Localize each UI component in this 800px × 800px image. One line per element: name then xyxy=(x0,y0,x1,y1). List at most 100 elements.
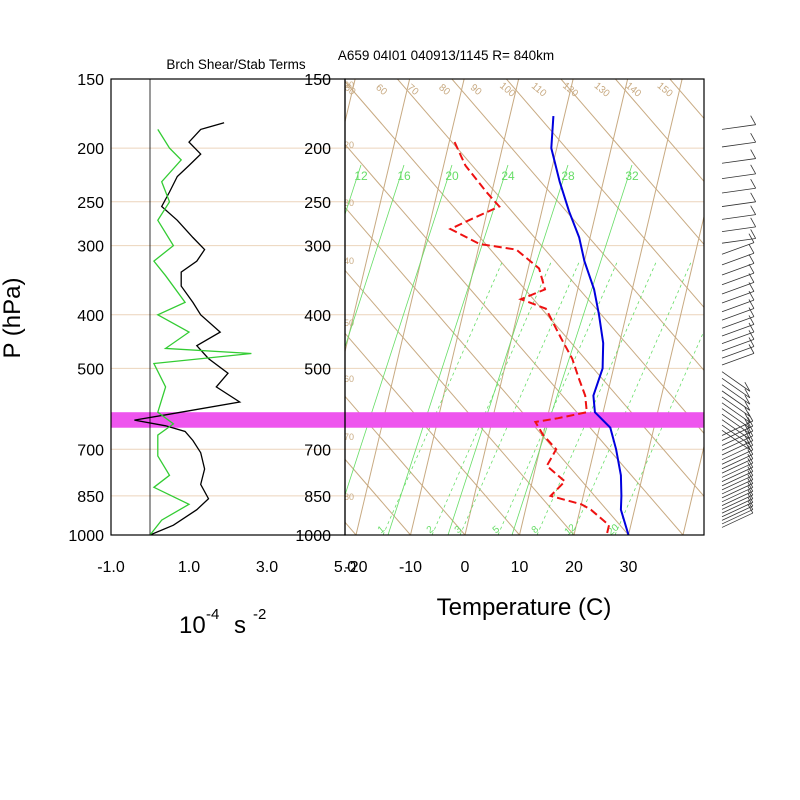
wind-barb-flag xyxy=(750,192,757,203)
isotherm-label: 130 xyxy=(592,81,612,100)
mixing-ratio-line xyxy=(345,164,405,349)
right-pressure-gridlines xyxy=(345,78,704,536)
wind-barb-flag xyxy=(744,440,751,451)
mixing-ratio-top-label: 16 xyxy=(397,169,411,183)
wind-barb-flag xyxy=(750,164,757,175)
moist-adiabat-line xyxy=(614,330,704,535)
wind-barb xyxy=(721,337,755,359)
isotherm-line xyxy=(464,79,574,535)
dry-adiabat-line xyxy=(560,79,704,246)
left-x-tick-label--1.0: -1.0 xyxy=(97,559,125,576)
wind-barb-staff xyxy=(721,252,755,266)
wind-barb-staff xyxy=(721,390,751,411)
mixing-ratio-bottom-label: 3 xyxy=(453,524,465,536)
left-y-tick-label-400: 400 xyxy=(77,308,104,325)
theta-label: 40 xyxy=(344,256,354,266)
wind-barb-staff xyxy=(721,425,753,441)
wind-barb-staff xyxy=(721,396,751,417)
wind-barb-staff xyxy=(721,487,753,503)
left-x-tick-label-5.0: 5.0 xyxy=(334,559,356,576)
wind-barb xyxy=(721,458,754,483)
wind-barb xyxy=(721,426,754,451)
dry-adiabat-line xyxy=(345,332,520,535)
wind-barb-staff xyxy=(721,509,753,525)
left-x-axis-label-unit-exp: -2 xyxy=(253,606,266,623)
wind-barb-staff xyxy=(721,262,755,276)
wind-barb-staff xyxy=(721,475,753,491)
left-x-tick-label-1.0: 1.0 xyxy=(178,559,200,576)
wind-barb-staff xyxy=(721,502,753,518)
moist-adiabat-line xyxy=(431,259,553,535)
dry-adiabat-line xyxy=(345,395,466,535)
wind-barb-flag xyxy=(747,482,754,492)
wind-barb-flag xyxy=(747,449,754,459)
dry-adiabat-line xyxy=(345,80,704,498)
wind-barb-staff xyxy=(721,430,753,446)
wind-barb-staff xyxy=(721,291,755,304)
brch-series-black xyxy=(134,122,242,535)
wind-barb-staff xyxy=(721,408,751,429)
axes-frames xyxy=(110,78,705,536)
wind-barb-flag xyxy=(747,500,754,510)
wind-barb xyxy=(721,440,754,465)
isotherm-label: 110 xyxy=(529,81,549,100)
wind-barb xyxy=(721,344,755,366)
wind-barb xyxy=(721,282,755,304)
theta-label: 80 xyxy=(344,492,354,502)
wind-barb-staff xyxy=(721,242,755,255)
wind-barb-staff xyxy=(721,384,751,405)
wind-barb-flag xyxy=(747,462,754,472)
right-y-tick-label-250: 250 xyxy=(304,195,331,212)
wind-barb-flag xyxy=(747,478,754,488)
dry-adiabat-line xyxy=(0,15,138,535)
mixing-ratio-top-label: 12 xyxy=(354,169,368,183)
isotherm-line xyxy=(355,79,465,535)
wind-barb xyxy=(721,133,757,148)
wind-barb-staff xyxy=(721,308,755,321)
wind-barb-flag xyxy=(747,493,754,503)
right-x-tick-label-30: 30 xyxy=(620,559,638,576)
wind-barb-flag xyxy=(747,421,754,432)
right-y-tick-label-850: 850 xyxy=(304,489,331,506)
right-y-tick-label-150: 150 xyxy=(304,72,331,89)
wind-barb-flag xyxy=(744,388,751,398)
dry-adiabat-line xyxy=(345,269,575,535)
wind-barb-flag xyxy=(747,416,754,427)
wind-barb xyxy=(721,493,754,518)
wind-barb-flag xyxy=(750,205,757,215)
wind-barb-staff xyxy=(721,352,755,366)
wind-barb-staff xyxy=(721,214,756,220)
wind-barb-flag xyxy=(748,337,755,347)
wind-barb xyxy=(721,115,757,130)
left-y-tick-label-250: 250 xyxy=(77,195,104,212)
wind-barb xyxy=(721,436,754,461)
theta-label: 20 xyxy=(344,140,354,150)
dry-adiabat-line xyxy=(505,79,704,309)
wind-barb xyxy=(721,384,751,405)
right-y-tick-label-400: 400 xyxy=(304,308,331,325)
dewpoint-series-line xyxy=(448,141,611,535)
right-plot-frame xyxy=(344,78,705,536)
wind-barb-staff xyxy=(721,449,753,465)
wind-barb-staff xyxy=(721,453,753,470)
wind-barb xyxy=(721,466,754,491)
mixing-ratio-line xyxy=(345,164,362,216)
wind-barb xyxy=(721,449,754,474)
wind-barb-flag xyxy=(748,307,755,317)
wind-barb xyxy=(721,416,754,441)
wind-barb-flag xyxy=(744,394,751,405)
wind-barb-flag xyxy=(747,474,754,484)
wind-barb-staff xyxy=(721,272,755,286)
wind-barb xyxy=(721,290,755,313)
wind-barb-staff xyxy=(721,331,755,344)
isotherm-line xyxy=(193,79,301,535)
wind-barb xyxy=(721,263,755,286)
wind-barb-staff xyxy=(721,483,753,499)
wind-barb-flag xyxy=(748,244,755,254)
mixing-ratio-top-label: 20 xyxy=(445,169,459,183)
wind-barb xyxy=(721,330,755,352)
mixing-ratio-top-label: 28 xyxy=(561,169,575,183)
wind-barb xyxy=(721,470,754,495)
